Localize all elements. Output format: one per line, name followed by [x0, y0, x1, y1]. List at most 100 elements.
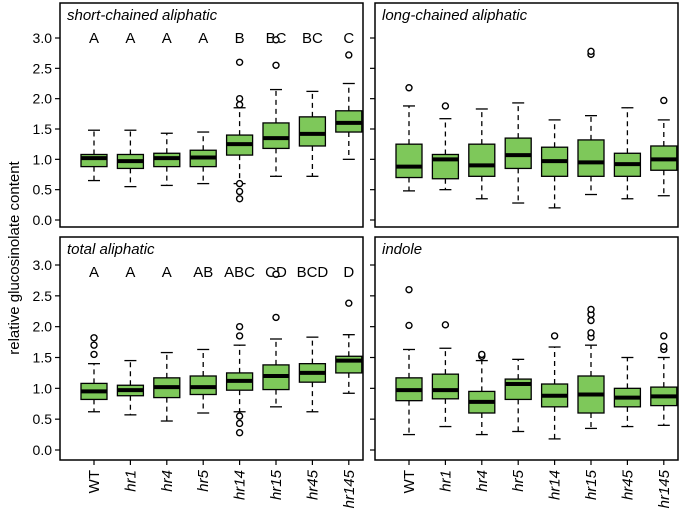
y-tick-label: 0.0 — [33, 442, 53, 458]
panel-title: indole — [382, 241, 422, 258]
outlier-point — [272, 313, 280, 322]
x-category-label: hr4 — [474, 470, 491, 492]
outlier-point — [587, 47, 595, 56]
y-tick-label: 2.0 — [33, 319, 53, 335]
box-hr1 — [431, 321, 460, 428]
x-category-label: hr15 — [583, 469, 600, 500]
outlier-point — [345, 51, 353, 59]
panel-2: total aliphatic 0.0 0.5 1.0 1.5 2.0 2.5 3.0 WT hr… — [33, 236, 364, 508]
box-hr1 — [431, 102, 460, 191]
outlier-point — [272, 61, 280, 70]
box-hr4 — [468, 350, 496, 436]
outlier-point — [235, 101, 244, 109]
x-category-label: hr14 — [232, 470, 249, 500]
outlier-point — [587, 305, 595, 314]
box-hr1 — [116, 359, 145, 416]
outlier-point — [660, 342, 668, 351]
outlier-point — [660, 96, 668, 105]
box-iqr — [395, 143, 423, 179]
outlier-point — [235, 419, 244, 428]
y-tick-label: 0.0 — [33, 212, 53, 228]
x-category-label: hr5 — [510, 469, 527, 491]
outlier-point — [235, 429, 244, 437]
box-hr5 — [504, 102, 532, 204]
significance-letter: A — [162, 264, 172, 281]
x-category-label: hr145 — [341, 469, 358, 508]
x-category-label: hr1 — [122, 470, 139, 492]
box-hr14 — [540, 332, 569, 440]
outlier-point — [235, 179, 244, 188]
box-hr45 — [298, 90, 327, 177]
panel-frame — [59, 2, 364, 228]
box-WT — [80, 334, 108, 413]
x-category-label: hr4 — [159, 470, 176, 492]
outlier-point — [405, 321, 413, 330]
panel-title: short-chained aliphatic — [67, 7, 218, 24]
significance-letter: A — [89, 264, 99, 281]
outlier-point — [235, 195, 244, 203]
box-hr145 — [335, 51, 363, 160]
y-tick-label: 2.0 — [33, 91, 53, 107]
box-hr15 — [262, 270, 290, 408]
box-hr145 — [650, 96, 678, 197]
box-hr4 — [153, 351, 181, 422]
outlier-point — [272, 270, 280, 278]
outlier-point — [587, 329, 595, 337]
box-hr5 — [189, 131, 217, 185]
y-tick-label: 3.0 — [33, 257, 53, 273]
outlier-point — [235, 94, 244, 103]
significance-letter: B — [235, 30, 245, 47]
outlier-point — [441, 102, 450, 110]
outlier-point — [90, 350, 98, 359]
significance-letter: BC — [302, 30, 323, 47]
box-hr4 — [468, 108, 496, 200]
box-hr4 — [153, 132, 181, 187]
box-hr15 — [577, 47, 605, 196]
panel-frame — [59, 236, 364, 461]
box-iqr — [431, 373, 460, 400]
x-category-label: hr1 — [437, 470, 454, 492]
panel-frame — [374, 2, 679, 228]
outlier-point — [345, 299, 353, 307]
outlier-point — [235, 332, 244, 340]
outlier-point — [478, 350, 486, 359]
outlier-point — [90, 341, 98, 349]
panel-title: total aliphatic — [67, 241, 155, 258]
significance-letter: C — [343, 30, 354, 47]
box-hr45 — [613, 356, 642, 428]
outlier-point — [405, 84, 413, 92]
panel-1: long-chained aliphatic — [370, 2, 679, 228]
box-hr15 — [577, 305, 605, 430]
outlier-point — [405, 285, 413, 294]
y-tick-label: 2.5 — [33, 60, 53, 76]
box-hr1 — [116, 129, 145, 188]
significance-letter: A — [162, 30, 172, 47]
outlier-point — [235, 58, 244, 66]
outlier-point — [660, 332, 668, 340]
y-tick-label: 1.0 — [33, 380, 53, 396]
panel-0: short-chained aliphatic 0.0 0.5 1.0 1.5 2.0 2.… — [33, 2, 364, 228]
outlier-point — [235, 412, 244, 420]
box-hr15 — [262, 36, 290, 177]
x-category-label: hr14 — [547, 470, 564, 500]
y-tick-label: 1.5 — [33, 350, 53, 366]
box-hr14 — [540, 119, 569, 209]
significance-letter: BCD — [297, 264, 329, 281]
box-hr45 — [613, 107, 642, 200]
outlier-point — [235, 187, 244, 196]
panel-frame — [374, 236, 679, 461]
outlier-point — [550, 332, 559, 340]
box-hr5 — [189, 348, 217, 414]
significance-letter: A — [89, 30, 99, 47]
box-WT — [80, 129, 108, 182]
box-iqr — [468, 143, 496, 177]
significance-letter: A — [198, 30, 208, 47]
box-hr145 — [335, 299, 363, 394]
x-category-label: hr145 — [656, 469, 673, 508]
y-axis-label: relative glucosinolate content — [6, 160, 23, 354]
outlier-point — [587, 316, 595, 325]
box-hr145 — [650, 332, 678, 426]
box-WT — [395, 285, 423, 436]
outlier-point — [235, 322, 244, 331]
